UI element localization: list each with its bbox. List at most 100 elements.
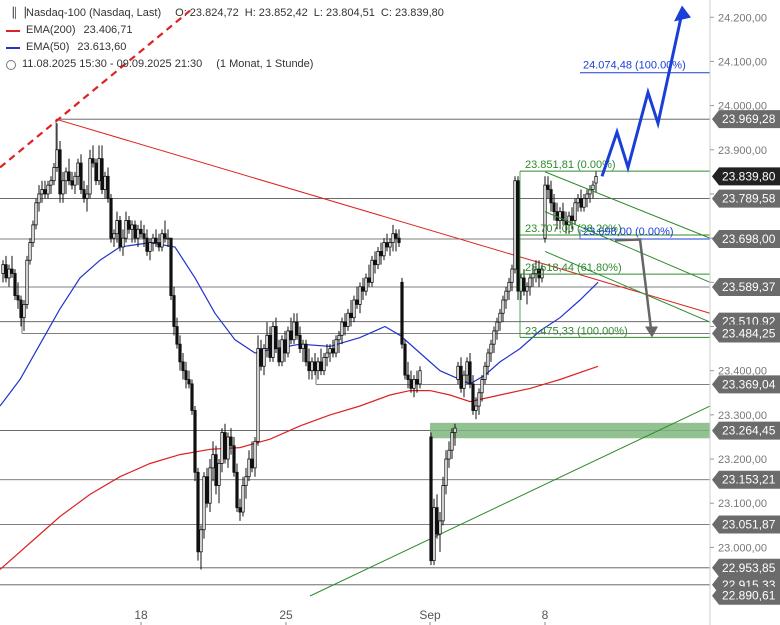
price-tag: 23.369,04 xyxy=(712,375,780,394)
candle xyxy=(397,229,401,247)
candle xyxy=(70,171,74,190)
fib-label: 23.618,44 (61.80%) xyxy=(525,262,622,274)
candle xyxy=(525,282,529,305)
candle-body xyxy=(456,365,460,380)
candle-body xyxy=(187,379,191,385)
candle xyxy=(409,370,413,393)
candle xyxy=(576,193,580,212)
candle xyxy=(223,423,227,464)
candle xyxy=(567,211,571,234)
candle xyxy=(28,238,32,265)
candle xyxy=(49,176,53,194)
candle-body xyxy=(292,321,296,341)
candle-body xyxy=(355,299,359,305)
candle xyxy=(474,397,478,420)
candle-body xyxy=(64,171,68,182)
candle-body xyxy=(471,383,475,411)
candle xyxy=(382,238,386,261)
candle-body xyxy=(40,189,44,195)
candle-body xyxy=(367,277,371,283)
bullish-arrowhead xyxy=(674,5,691,22)
time-axis: 18 25 Sep 8 xyxy=(134,608,549,625)
legend-ema200-value: 23.406,71 xyxy=(83,24,133,36)
price-tag: 23.969,28 xyxy=(712,110,780,129)
candle-body xyxy=(97,158,101,182)
candle xyxy=(325,344,329,367)
price-tag: 23.698,00 xyxy=(712,230,780,249)
candle xyxy=(31,220,35,247)
candle xyxy=(456,361,460,384)
candle-body xyxy=(232,445,236,473)
candle xyxy=(268,326,272,362)
channel-line xyxy=(544,250,711,323)
candle-body xyxy=(28,242,32,261)
candle-body xyxy=(52,167,56,182)
candle-body xyxy=(489,343,493,354)
candle xyxy=(166,229,170,247)
candle-body xyxy=(570,215,574,221)
candle xyxy=(178,335,182,371)
candle-body xyxy=(483,365,487,380)
candle xyxy=(370,255,374,287)
candle xyxy=(432,498,436,566)
candle xyxy=(274,317,278,354)
candle xyxy=(163,220,167,243)
candle-body xyxy=(340,321,344,336)
candle-body xyxy=(136,228,140,239)
candle xyxy=(516,176,520,300)
candle xyxy=(55,123,59,172)
candle xyxy=(13,269,17,300)
x-tick-label: 18 xyxy=(134,608,148,622)
candle xyxy=(259,339,263,371)
candle-body xyxy=(250,458,254,469)
candle xyxy=(307,348,311,380)
candle xyxy=(43,180,47,199)
candle xyxy=(301,339,305,362)
legend-ema200-row: EMA(200) 23.406,71 xyxy=(6,22,450,39)
candle xyxy=(504,286,508,309)
candle-body xyxy=(256,348,260,442)
candle-body xyxy=(531,273,535,279)
candle-body xyxy=(151,237,155,243)
candle xyxy=(453,423,457,446)
candle-body xyxy=(331,348,335,354)
candle-body xyxy=(376,251,380,266)
candle-body xyxy=(501,299,505,314)
price-tag: 22.953,85 xyxy=(712,558,780,577)
candle xyxy=(130,220,134,243)
candle-body xyxy=(510,268,514,283)
bullish-projection-path xyxy=(600,12,684,177)
candle-body xyxy=(394,233,398,239)
candle-body xyxy=(46,184,50,195)
candle xyxy=(588,185,592,203)
candle-body xyxy=(145,237,149,252)
candle-body xyxy=(441,485,445,522)
candle-body xyxy=(462,374,466,389)
candle xyxy=(253,436,257,477)
legend-range: 11.08.2025 15:30 - 09.09.2025 21:30 xyxy=(22,58,203,70)
candle-body xyxy=(178,343,182,363)
candle-body xyxy=(453,427,457,433)
candle xyxy=(355,286,359,309)
y-tick-label: 23.000,00 xyxy=(718,542,767,554)
candle-body xyxy=(585,193,589,199)
candle xyxy=(235,463,239,513)
bar-chart-icon: ▕│▕ xyxy=(6,8,26,19)
projection-arrows xyxy=(600,5,691,338)
candle-body xyxy=(280,339,284,363)
candle-body xyxy=(34,202,38,226)
candle-body xyxy=(76,162,80,177)
price-tag-bg xyxy=(712,421,780,440)
candle-body xyxy=(88,158,92,195)
candle xyxy=(415,370,419,393)
candle-body xyxy=(268,334,272,358)
candle xyxy=(10,255,14,278)
candle-body xyxy=(492,330,496,345)
candle-body xyxy=(582,197,586,208)
price-tag: 22.890,61 xyxy=(712,586,780,605)
candle xyxy=(124,211,128,243)
ema-lines xyxy=(0,241,599,570)
candle-body xyxy=(522,277,526,292)
candle-body xyxy=(346,312,350,327)
